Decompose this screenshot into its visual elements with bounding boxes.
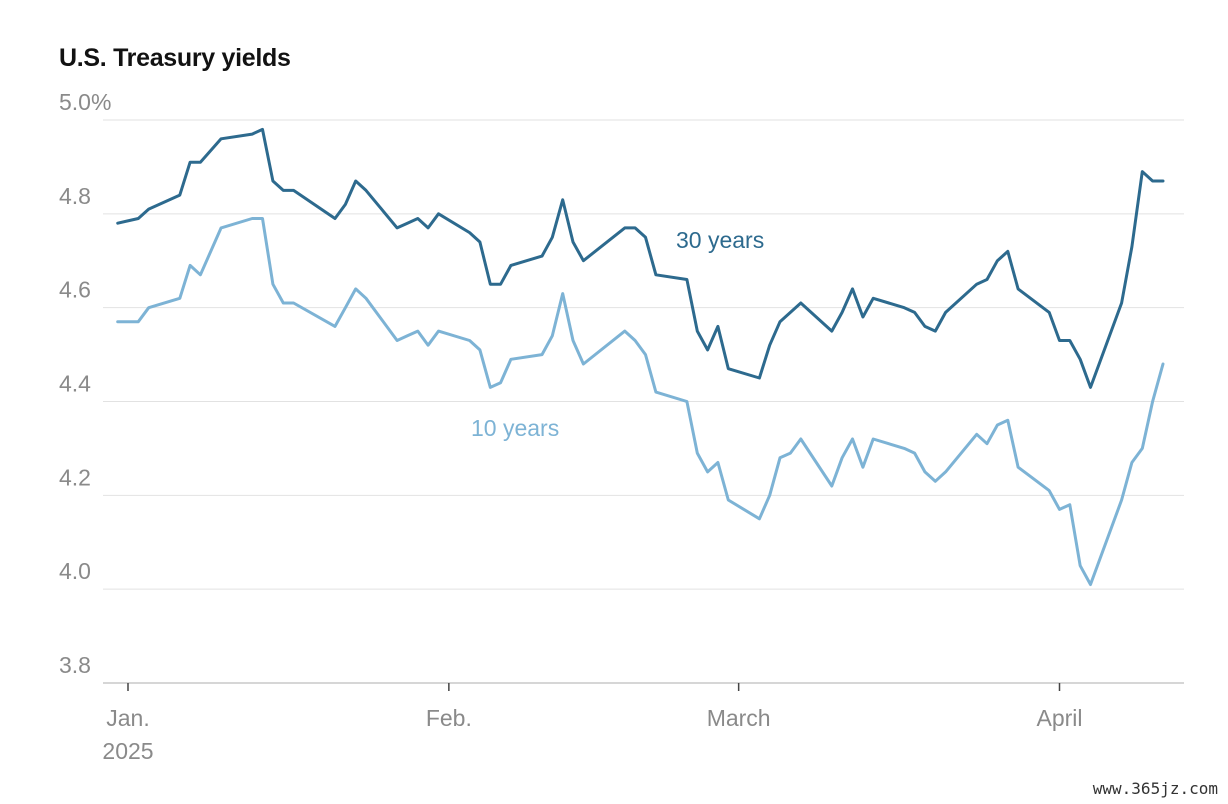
y-tick-label: 4.4 — [59, 371, 91, 397]
x-tick-label: March — [707, 705, 771, 731]
y-tick-label: 4.0 — [59, 558, 91, 584]
y-tick-label: 3.8 — [59, 652, 91, 678]
series-lines — [116, 127, 1165, 586]
series-label-10-years: 10 years — [471, 415, 559, 441]
series-label-30-years: 30 years — [676, 227, 764, 253]
x-tick-label: Feb. — [426, 705, 472, 731]
grid-lines — [103, 119, 1184, 590]
y-axis-ticks: 5.0% 4.8 4.6 4.4 4.2 4.0 3.8 — [59, 89, 111, 678]
y-tick-label: 5.0% — [59, 89, 111, 115]
y-tick-label: 4.2 — [59, 464, 91, 490]
x-tick-sublabel: 2025 — [102, 738, 153, 764]
x-tick-label: April — [1036, 705, 1082, 731]
watermark: www.365jz.com — [1092, 779, 1218, 798]
chart-title: U.S. Treasury yields — [59, 44, 291, 72]
x-axis: Jan. 2025 Feb. March April — [102, 682, 1184, 764]
series-line-30-years — [116, 127, 1165, 389]
x-tick-label: Jan. — [106, 705, 149, 731]
y-tick-label: 4.8 — [59, 183, 91, 209]
y-tick-label: 4.6 — [59, 277, 91, 303]
series-labels: 30 years 10 years — [471, 227, 764, 441]
series-line-10-years — [116, 217, 1165, 586]
